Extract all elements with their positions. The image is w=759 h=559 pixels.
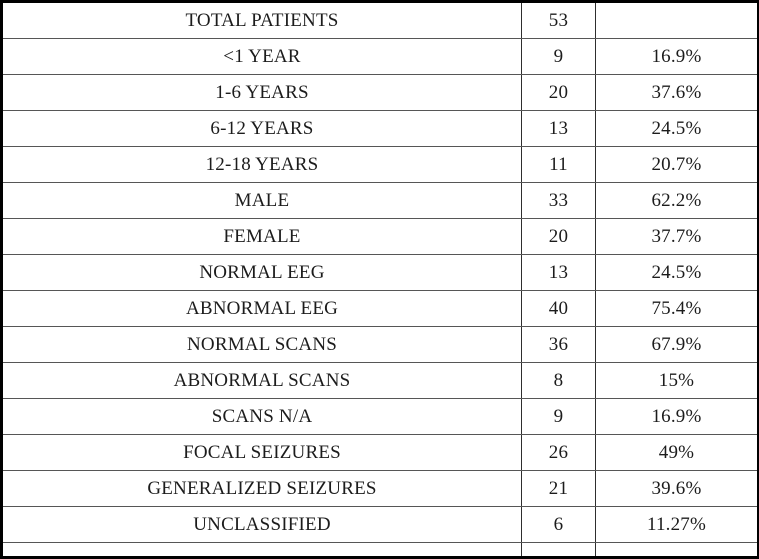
category-cell: SCANS N/A (211, 406, 313, 427)
category-cell: ABNORMAL EEG (185, 298, 339, 319)
count-cell: 9 (521, 399, 595, 434)
percent-cell: 24.5% (595, 255, 757, 290)
count-cell (521, 543, 595, 556)
table-row (3, 543, 757, 556)
category-cell (3, 543, 521, 556)
table-row: 6-12 YEARS 13 24.5% (3, 111, 757, 147)
category-cell: FEMALE (223, 226, 301, 247)
table-row: NORMAL EEG 13 24.5% (3, 255, 757, 291)
table-row: NORMAL SCANS 36 67.9% (3, 327, 757, 363)
category-cell: 6-12 YEARS (210, 118, 314, 139)
category-cell: 1-6 YEARS (215, 82, 309, 103)
category-cell: FOCAL SEIZURES (183, 442, 341, 463)
table-row: 1-6 YEARS 20 37.6% (3, 75, 757, 111)
percent-cell: 15% (595, 363, 757, 398)
category-cell: 12-18 YEARS (205, 154, 319, 175)
count-cell: 21 (521, 471, 595, 506)
count-cell: 11 (521, 147, 595, 182)
count-cell: 26 (521, 435, 595, 470)
count-cell: 9 (521, 39, 595, 74)
table-row: FEMALE 20 37.7% (3, 219, 757, 255)
table-row: ABNORMAL SCANS 8 15% (3, 363, 757, 399)
count-cell: 53 (521, 3, 595, 38)
table-row: ABNORMAL EEG 40 75.4% (3, 291, 757, 327)
table-row: 12-18 YEARS 11 20.7% (3, 147, 757, 183)
count-cell: 40 (521, 291, 595, 326)
category-cell: NORMAL EEG (199, 262, 325, 283)
table-row: GENERALIZED SEIZURES 21 39.6% (3, 471, 757, 507)
table-row: MALE 33 62.2% (3, 183, 757, 219)
percent-cell: 37.6% (595, 75, 757, 110)
percent-cell (595, 543, 757, 556)
percent-cell: 62.2% (595, 183, 757, 218)
count-cell: 20 (521, 219, 595, 254)
table-row: TOTAL PATIENTS 53 (3, 3, 757, 39)
table-row: UNCLASSIFIED 6 11.27% (3, 507, 757, 543)
table-row: SCANS N/A 9 16.9% (3, 399, 757, 435)
count-cell: 13 (521, 111, 595, 146)
percent-cell: 37.7% (595, 219, 757, 254)
category-cell: ABNORMAL SCANS (173, 370, 351, 391)
percent-cell: 39.6% (595, 471, 757, 506)
percent-cell: 75.4% (595, 291, 757, 326)
category-cell: <1 YEAR (223, 46, 301, 67)
table-row: <1 YEAR 9 16.9% (3, 39, 757, 75)
percent-cell: 16.9% (595, 399, 757, 434)
count-cell: 20 (521, 75, 595, 110)
category-cell: GENERALIZED SEIZURES (147, 478, 377, 499)
percent-cell (595, 3, 757, 38)
percent-cell: 49% (595, 435, 757, 470)
count-cell: 6 (521, 507, 595, 542)
count-cell: 13 (521, 255, 595, 290)
percent-cell: 67.9% (595, 327, 757, 362)
percent-cell: 24.5% (595, 111, 757, 146)
table-row: FOCAL SEIZURES 26 49% (3, 435, 757, 471)
category-cell: NORMAL SCANS (186, 334, 338, 355)
percent-cell: 20.7% (595, 147, 757, 182)
count-cell: 8 (521, 363, 595, 398)
category-cell: MALE (234, 190, 290, 211)
category-cell: UNCLASSIFIED (193, 514, 331, 535)
count-cell: 33 (521, 183, 595, 218)
percent-cell: 16.9% (595, 39, 757, 74)
category-cell: TOTAL PATIENTS (185, 10, 339, 31)
percent-cell: 11.27% (595, 507, 757, 542)
count-cell: 36 (521, 327, 595, 362)
